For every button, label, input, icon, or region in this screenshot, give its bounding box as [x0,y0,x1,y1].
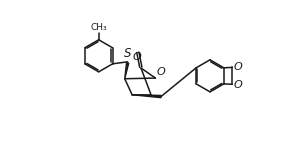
Text: O: O [234,80,243,90]
Text: O: O [234,62,243,72]
Text: O: O [133,52,142,62]
Polygon shape [125,63,129,79]
Text: S: S [124,47,132,60]
Text: O: O [157,67,165,77]
Text: CH₃: CH₃ [90,23,107,32]
Polygon shape [132,95,161,98]
